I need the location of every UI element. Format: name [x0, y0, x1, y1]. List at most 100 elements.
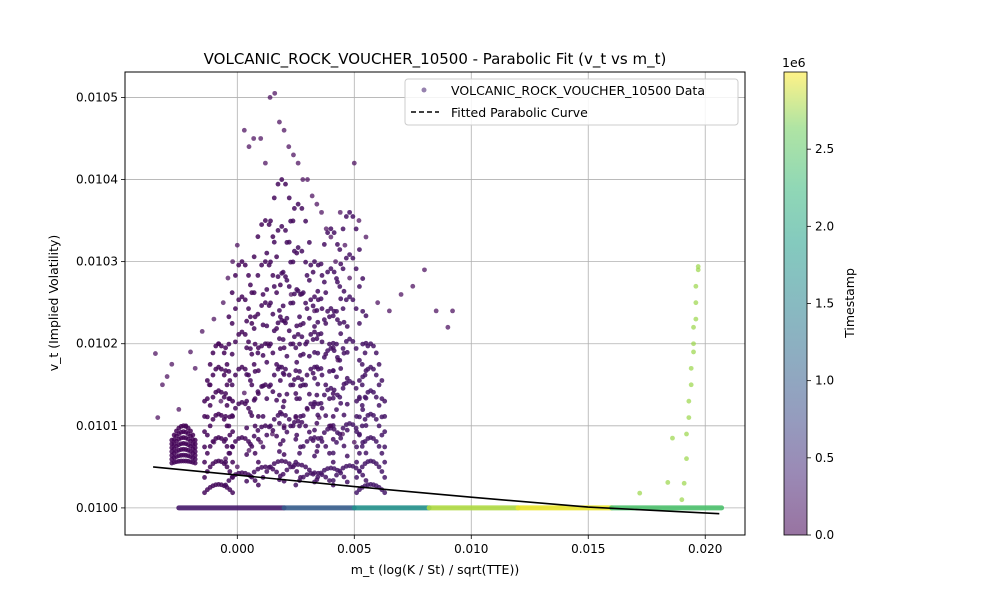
data-point [236, 332, 242, 337]
x-tick-label: 0.015 [571, 542, 605, 556]
data-point [192, 460, 198, 466]
data-point [334, 374, 339, 380]
data-point [281, 398, 287, 404]
data-point [344, 479, 350, 485]
colorbar-tick-label: 1.0 [815, 374, 834, 388]
data-point [207, 464, 213, 470]
data-point [353, 385, 359, 391]
data-point [210, 350, 216, 356]
data-point [331, 269, 337, 275]
data-point [262, 218, 268, 223]
data-point [310, 303, 316, 309]
y-tick-label: 0.0103 [76, 255, 118, 269]
data-point [293, 345, 299, 351]
grid [125, 72, 745, 535]
data-point [246, 339, 251, 345]
data-point [344, 401, 350, 407]
data-point [297, 369, 302, 374]
data-point [306, 429, 312, 435]
colorbar-tick-label: 1.5 [815, 297, 834, 311]
data-point [314, 336, 320, 342]
data-point [303, 259, 309, 265]
data-point [226, 423, 232, 429]
data-point [288, 341, 294, 347]
data-point [330, 313, 336, 319]
data-point [304, 306, 310, 312]
colorbar-gradient [783, 71, 808, 536]
data-point [337, 284, 343, 289]
data-point [295, 245, 301, 250]
data-point [303, 300, 309, 306]
data-point [304, 372, 310, 378]
data-point [338, 261, 344, 267]
data-point [284, 429, 290, 435]
data-point [270, 350, 276, 356]
data-point [204, 396, 210, 402]
data-point [331, 230, 337, 236]
data-point [277, 346, 283, 352]
data-point [299, 206, 305, 211]
data-point [337, 468, 343, 474]
data-point [330, 368, 336, 374]
data-point [340, 226, 346, 232]
data-point [277, 378, 283, 383]
data-point [226, 314, 232, 320]
data-point [255, 428, 261, 433]
data-point [259, 303, 265, 308]
data-point [272, 90, 278, 96]
data-point [229, 413, 235, 419]
data-point [363, 478, 369, 483]
data-point [340, 385, 346, 391]
data-point [323, 444, 329, 449]
data-point [340, 346, 346, 351]
data-point [325, 308, 331, 314]
data-point [251, 362, 257, 367]
data-point [279, 177, 285, 182]
data-point [286, 195, 292, 201]
data-point [225, 275, 231, 281]
y-tick-label: 0.0104 [76, 173, 118, 187]
data-point [681, 480, 687, 486]
data-point [359, 423, 365, 429]
data-point [308, 332, 314, 337]
data-point [306, 277, 312, 283]
data-point [695, 267, 701, 273]
data-point [258, 136, 264, 141]
data-point [684, 431, 689, 437]
data-point [295, 288, 301, 294]
data-point [330, 414, 336, 419]
data-point [315, 443, 321, 449]
data-point [319, 209, 324, 215]
data-point [691, 324, 696, 330]
data-point [312, 364, 317, 370]
data-point [268, 464, 273, 470]
data-point [255, 350, 261, 356]
data-point [693, 300, 699, 306]
data-point [271, 372, 277, 378]
data-point [351, 439, 357, 445]
data-point [271, 284, 277, 289]
data-point [321, 242, 327, 247]
data-point [357, 432, 362, 438]
data-point [327, 369, 332, 374]
data-point [223, 414, 229, 419]
data-point [330, 395, 336, 401]
data-point [271, 195, 277, 201]
data-point [280, 404, 286, 410]
data-point [312, 453, 317, 459]
data-point [691, 341, 696, 347]
data-point [233, 405, 238, 411]
data-point [262, 423, 268, 429]
data-point [308, 401, 314, 407]
data-point [323, 321, 329, 326]
data-point [347, 275, 353, 281]
data-point [233, 439, 238, 444]
data-point [334, 472, 339, 478]
data-point [199, 329, 205, 334]
data-point [351, 160, 357, 166]
data-point [230, 490, 236, 496]
data-point [318, 331, 324, 337]
data-point [347, 209, 353, 215]
data-point [284, 277, 290, 283]
data-point [221, 372, 227, 378]
